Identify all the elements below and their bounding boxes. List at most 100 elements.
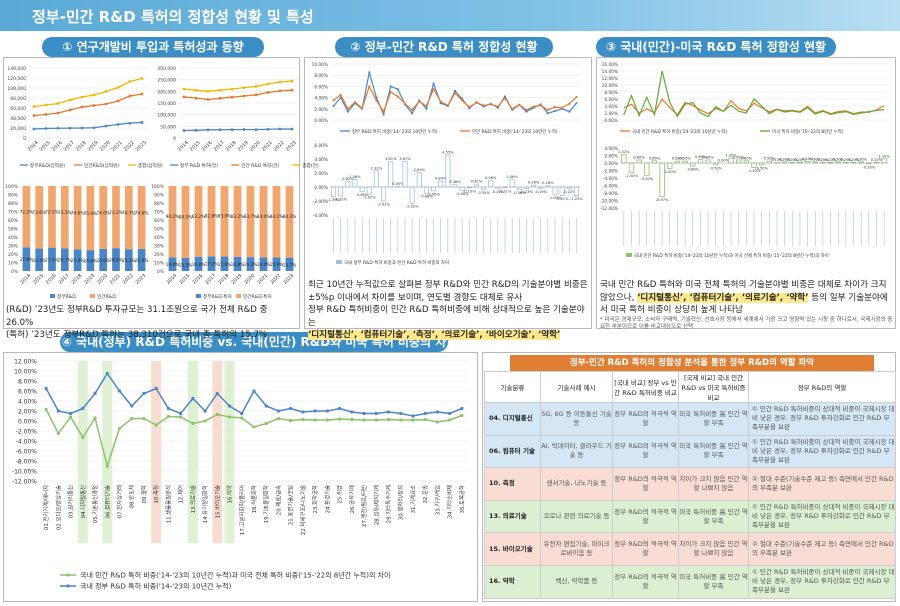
y-tick-label: 6.00% xyxy=(314,143,328,149)
data-point xyxy=(182,87,186,91)
x-tick-label: 20.재료/금속 xyxy=(274,485,282,515)
bar xyxy=(352,179,358,188)
data-point xyxy=(276,416,281,421)
data-point xyxy=(278,127,282,131)
data-point xyxy=(386,417,391,422)
data-point xyxy=(32,127,36,131)
bar-private xyxy=(86,186,95,251)
cell: 미국 특허비중 高 민간 역할 부족 xyxy=(678,402,749,436)
bar xyxy=(621,153,627,164)
data-point xyxy=(332,99,335,102)
bar xyxy=(628,162,635,173)
bar-label: 0.60% xyxy=(649,156,661,160)
y-tick-label: 10% xyxy=(154,261,165,267)
data-point xyxy=(104,90,108,93)
bar-label: 25.4% xyxy=(71,258,85,264)
legend-label: 정부 R&D 특허(건) xyxy=(180,162,218,169)
bar xyxy=(552,186,558,195)
bar-gov xyxy=(168,257,177,271)
y-tick-label: 4.00% xyxy=(604,146,618,152)
x-tick-label: 2018 xyxy=(70,273,83,286)
data-point xyxy=(568,102,571,105)
cell: 정부 R&D의 적극적 역할 xyxy=(612,532,679,566)
x-tick-label: 27.엔진/펌프/터빈 xyxy=(360,485,368,527)
y-tick-label: -2.00% xyxy=(603,169,618,175)
bar-label: 0.30% xyxy=(833,157,845,161)
data-point xyxy=(80,126,84,130)
data-point xyxy=(227,415,232,419)
data-point xyxy=(182,129,186,132)
bar-label: 73.2% xyxy=(109,210,123,216)
data-point xyxy=(242,94,246,98)
data-point xyxy=(325,409,329,413)
bar-label: -0.48% xyxy=(456,192,469,196)
x-tick-label: 2021 xyxy=(109,273,122,286)
legend-label: 총합(십억원) xyxy=(138,162,163,169)
data-point xyxy=(266,91,270,94)
bar-label: 0.82% xyxy=(342,177,354,181)
data-point xyxy=(128,80,132,83)
bar xyxy=(651,160,658,164)
data-point xyxy=(206,98,210,101)
bar-label: 84.3% xyxy=(283,214,297,220)
y-tick-label: 60% xyxy=(154,218,165,224)
cell: AI, 빅데이터, 클라우드 기술 등 xyxy=(540,434,613,469)
bar xyxy=(573,186,579,196)
legend-label: 국내 민간 R&D 특허 비중('14-'23의 10년간 누적) xyxy=(632,128,727,135)
data-point xyxy=(105,371,109,376)
bar-gov xyxy=(246,257,255,271)
x-tick-label: 28.섬유/제지기계 xyxy=(372,485,380,525)
data-point xyxy=(81,406,85,411)
bar-label: 0.50% xyxy=(672,157,684,161)
bar-label: -0.22% xyxy=(563,190,576,194)
bar-label: 74.0% xyxy=(135,210,149,216)
bar-label: 90.2% xyxy=(166,214,180,220)
bar-label: -0.19% xyxy=(534,190,547,194)
bar-label: 84.5% xyxy=(179,214,193,220)
bar-gov xyxy=(285,257,294,271)
bar-label: -1.04% xyxy=(549,196,562,200)
y-tick-label: -10.00% xyxy=(600,199,618,205)
x-tick-label: 2014 xyxy=(19,273,32,286)
y-tick-label: 8.00% xyxy=(18,379,37,386)
x-tick-label: 32.운송 xyxy=(421,485,429,504)
legend-swatch xyxy=(50,294,55,298)
bar-gov xyxy=(112,248,120,271)
data-point xyxy=(242,86,246,89)
table-row: 16. 약학 백신, 약학품 등 정부 R&D의 적극적 역할 미국 특허비중 高 민… xyxy=(484,564,896,599)
bar-gov xyxy=(220,256,229,271)
x-tick-label: 2017 xyxy=(63,140,76,153)
th-tech-class: 기술분류 xyxy=(484,371,541,403)
bar xyxy=(659,162,665,198)
note-3-footnote: * 미국은 경제규모, 소비자 구매력, 기술혁신, 선호시장 등에서 세계에서… xyxy=(600,316,893,330)
data-point xyxy=(518,103,521,106)
y-tick-label: 0.00% xyxy=(604,161,618,167)
bar-label: -2.50% xyxy=(625,174,638,178)
y-tick-label: -2.00% xyxy=(313,199,328,205)
bar xyxy=(509,179,515,188)
data-point xyxy=(453,92,457,95)
data-point xyxy=(130,416,134,421)
bar xyxy=(705,159,711,164)
table-row: 04. 디지털통신 5G, 6G 등 이동통신 기술 등 정부 R&D의 적극적 역… xyxy=(484,402,896,436)
y-tick-label: -4.00% xyxy=(16,439,38,446)
bar-label: 0.20% xyxy=(794,158,806,162)
y-tick-label: 80,000 xyxy=(10,96,26,102)
bar xyxy=(674,160,681,164)
x-tick-label: 2018 xyxy=(225,140,238,153)
y-tick-label: 200,000 xyxy=(157,89,176,95)
highlight-column xyxy=(224,361,235,543)
y-tick-label: 300,000 xyxy=(157,66,176,72)
y-tick-label: 50% xyxy=(154,227,165,233)
bar-label: 0.90% xyxy=(695,155,707,159)
bar-label: 0.26% xyxy=(528,181,540,185)
y-tick-label: 20% xyxy=(154,252,165,258)
data-point xyxy=(539,104,542,107)
x-tick-label: 35.토목공학 xyxy=(458,485,466,513)
bar-label: 27.8% xyxy=(20,257,34,263)
bar-private xyxy=(246,186,255,258)
panel-3 xyxy=(596,57,896,329)
bar-label: 1.10% xyxy=(878,154,890,158)
data-point xyxy=(254,85,258,88)
bar-label: 0.30% xyxy=(855,157,867,161)
